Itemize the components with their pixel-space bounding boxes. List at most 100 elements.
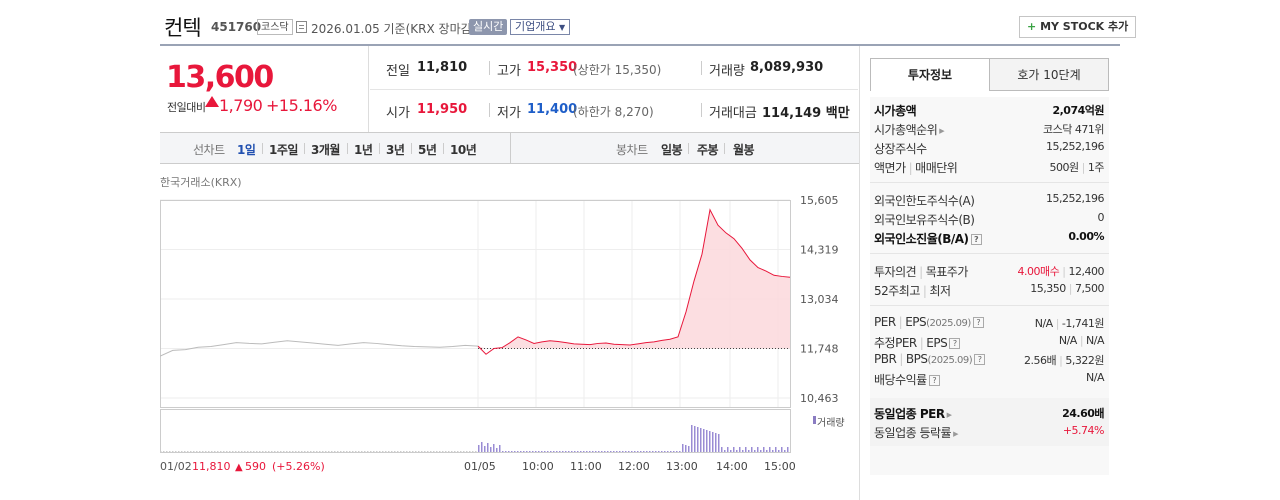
volume-bar [658,451,660,452]
tab-order-book[interactable]: 호가 10단계 [989,58,1109,91]
period-3y[interactable]: 3년 [386,143,405,157]
volume-bar [748,450,750,452]
volume-bar [448,451,450,452]
period-10y[interactable]: 10년 [450,143,477,157]
volume-bar [337,451,339,452]
candle-daily[interactable]: 일봉 [661,143,683,157]
volume-bar [202,451,204,452]
volume-bar [598,451,600,452]
volume-bar [220,451,222,452]
divider [411,143,412,154]
volume-bar [262,451,264,452]
volume-bar [385,451,387,452]
footer-rate: (+5.26%) [272,460,325,473]
volume-bar [550,451,552,452]
volume-bar [505,451,507,452]
sector-per-row[interactable]: 동일업종 PER ▶ 24.60배 [874,407,1104,421]
volume-bar [415,451,417,452]
volume-bar [376,451,378,452]
volume-bar [394,451,396,452]
tab-invest-info[interactable]: 투자정보 [870,58,990,91]
period-1y[interactable]: 1년 [354,143,373,157]
par-row: 액면가 | 매매단위 500원 | 1주 [874,161,1105,175]
volume-bar [589,451,591,452]
volume-bar [250,451,252,452]
divider [724,143,725,154]
volume-bar [355,451,357,452]
chevron-right-icon: ▶ [939,127,945,135]
mystock-add-button[interactable]: + MY STOCK 추가 [1019,16,1137,38]
volume-bar [265,451,267,452]
volume-bar [640,451,642,452]
volume-bar [442,451,444,452]
price-area [478,209,790,349]
volume-legend: 거래량 [817,417,845,429]
calendar-icon [296,21,307,33]
volume-bar [316,451,318,452]
period-1w[interactable]: 1주일 [269,143,298,157]
volume-bar [742,450,744,452]
volume-bar [580,451,582,452]
volume-bar [361,451,363,452]
rank-row[interactable]: 시가총액순위 ▶ 코스닥 471위 [874,123,1104,137]
volume-bar [649,451,651,452]
period-1d[interactable]: 1일 [237,143,256,157]
period-5y[interactable]: 5년 [418,143,437,157]
low-label: 저가 [497,106,521,121]
help-icon[interactable]: ? [972,317,984,328]
sector-rate-row[interactable]: 동일업종 등락률 ▶ +5.74% [874,424,1105,440]
volume-bar [787,447,789,452]
panel-divider [859,46,860,500]
volume-bar [757,447,759,452]
chart-frame [160,200,791,408]
volume-bar [406,451,408,452]
volume-bar [196,451,198,452]
volume-value: 8,089,930 [750,60,824,75]
volume-bar [373,451,375,452]
company-info-dropdown[interactable]: 기업개요 ▼ [510,19,571,35]
volume-bar [535,451,537,452]
volume-bar [586,451,588,452]
candle-weekly[interactable]: 주봉 [697,143,719,157]
volume-bar [715,433,717,452]
dividend-row: 배당수익률? N/A [874,371,1104,387]
help-icon[interactable]: ? [974,354,986,365]
volume-bar [646,451,648,452]
help-icon[interactable]: ? [949,338,961,349]
x-tick-label: 12:00 [618,460,650,473]
realtime-button[interactable]: 실시간 [469,19,508,35]
volume-bar [751,447,753,452]
prev-day-line [160,340,479,357]
divider [688,143,689,154]
help-icon[interactable]: ? [970,234,982,245]
volume-bar [778,450,780,452]
volume-bar [271,451,273,452]
volume-bar [172,451,174,452]
volume-bar [238,451,240,452]
price-chart[interactable]: 15,605 14,319 13,034 11,748 10,463 01/05 10:0… [160,190,859,480]
volume-bar [604,451,606,452]
period-3m[interactable]: 3개월 [311,143,340,157]
volume-bar [232,451,234,452]
current-price: 13,600 [166,60,274,95]
volume-bar [283,451,285,452]
divider [870,253,1109,254]
volume-bar [712,432,714,452]
volume-legend-icon [813,416,816,424]
volume-bar [181,451,183,452]
volume-bar [217,451,219,452]
volume-bar [382,451,384,452]
volume-bar [412,451,414,452]
help-icon[interactable]: ? [928,375,940,386]
candle-monthly[interactable]: 월봉 [733,143,755,157]
chart-toolbar [160,132,859,164]
volume-bar [175,451,177,452]
volume-bar [301,451,303,452]
volume-bar [601,451,603,452]
volume-bar [682,444,684,452]
volume-bar [211,451,213,452]
divider [489,103,490,117]
y-tick-label: 13,034 [800,293,839,306]
divider [379,143,380,154]
volume-bar [511,451,513,452]
